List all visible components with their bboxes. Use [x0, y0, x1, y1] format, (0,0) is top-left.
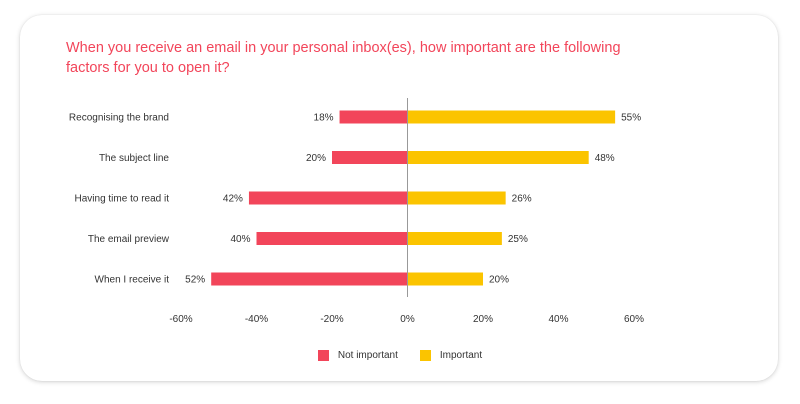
legend: Not important Important — [0, 350, 800, 361]
x-tick-label: 0% — [400, 314, 415, 325]
bar-important — [407, 151, 589, 164]
x-tick-label: -40% — [245, 314, 268, 325]
category-labels: Recognising the brand The subject line Hav… — [69, 113, 170, 286]
data-label: 40% — [230, 234, 250, 245]
value-labels: 18% 55% 20% 48% 42% 26% 40% 25% 52% 20% — [185, 113, 641, 286]
bar-not-important — [248, 191, 408, 205]
x-tick-label: -20% — [320, 314, 343, 325]
bar-not-important — [332, 151, 408, 164]
x-tick-label: 20% — [473, 314, 493, 325]
bar-not-important — [256, 232, 408, 245]
data-label: 55% — [621, 113, 641, 124]
data-label: 18% — [314, 113, 334, 124]
bars-group — [211, 110, 616, 286]
data-label: 52% — [185, 275, 205, 286]
data-label: 42% — [223, 194, 243, 205]
category-label: Recognising the brand — [69, 113, 169, 124]
bar-not-important — [339, 110, 408, 124]
legend-item-not-important: Not important — [317, 350, 398, 361]
data-label: 20% — [489, 275, 509, 286]
bar-important — [407, 110, 616, 124]
category-label: When I receive it — [95, 275, 170, 286]
bar-important — [407, 272, 483, 286]
x-tick-label: -60% — [169, 314, 192, 325]
data-label: 48% — [595, 153, 615, 164]
legend-swatch-not-important — [317, 350, 329, 361]
legend-item-important: Important — [419, 350, 483, 361]
legend-label-important: Important — [439, 350, 483, 361]
data-label: 20% — [306, 153, 326, 164]
x-tick-label: 40% — [548, 314, 568, 325]
x-axis-ticks: -60% -40% -20% 0% 20% 40% 60% — [169, 314, 644, 325]
bar-important — [407, 191, 506, 205]
category-label: The subject line — [99, 153, 169, 164]
chart-title: When you receive an email in your person… — [66, 40, 621, 76]
legend-swatch-important — [419, 350, 431, 361]
bar-important — [407, 232, 502, 245]
bar-not-important — [211, 272, 408, 286]
legend-label-not-important: Not important — [337, 350, 398, 361]
data-label: 25% — [508, 234, 528, 245]
x-tick-label: 60% — [624, 314, 644, 325]
category-label: The email preview — [88, 234, 170, 245]
category-label: Having time to read it — [75, 194, 170, 205]
data-label: 26% — [512, 194, 532, 205]
